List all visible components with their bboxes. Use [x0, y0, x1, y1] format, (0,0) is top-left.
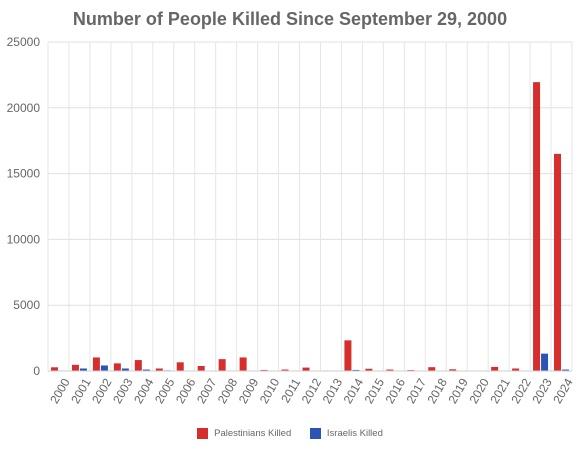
y-tick-label-4: 20000 [7, 101, 41, 115]
x-tick-label-2014: 2014 [341, 376, 367, 406]
x-tick-label-2018: 2018 [425, 376, 451, 406]
x-tick-label-2017: 2017 [404, 376, 430, 406]
x-tick-label-2020: 2020 [466, 376, 492, 406]
y-tick-label-0: 0 [33, 364, 40, 378]
x-tick-label-2009: 2009 [236, 376, 262, 406]
y-tick-label-1: 5000 [13, 298, 40, 312]
bar-palestinians-2009 [239, 357, 247, 371]
chart-title: Number of People Killed Since September … [72, 9, 508, 29]
bar-israelis-2024 [562, 369, 570, 371]
bar-palestinians-2021 [491, 366, 499, 371]
bar-palestinians-2012 [302, 367, 310, 371]
bar-palestinians-2018 [428, 367, 436, 371]
x-tick-label-2021: 2021 [487, 376, 513, 406]
bar-palestinians-2001 [71, 364, 79, 371]
x-tick-label-2006: 2006 [173, 376, 199, 406]
bar-palestinians-2003 [113, 363, 121, 371]
x-tick-label-2005: 2005 [152, 376, 178, 406]
bar-israelis-2023 [541, 353, 549, 371]
x-tick-label-2012: 2012 [299, 376, 325, 406]
bar-palestinians-2016 [386, 369, 394, 371]
legend-item-israelis[interactable]: Israelis Killed [309, 428, 383, 439]
legend-swatch-palestinians [197, 428, 209, 439]
bar-palestinians-2004 [134, 360, 142, 371]
y-tick-label-5: 25000 [7, 35, 41, 49]
bar-israelis-2003 [121, 368, 129, 371]
x-tick-label-2013: 2013 [320, 376, 346, 406]
legend-item-palestinians[interactable]: Palestinians Killed [197, 428, 291, 439]
bar-palestinians-2015 [365, 368, 373, 371]
x-tick-label-2019: 2019 [445, 376, 471, 406]
bar-palestinians-2011 [281, 369, 289, 371]
bar-israelis-2004 [142, 369, 150, 371]
bar-palestinians-2005 [155, 368, 163, 371]
y-tick-label-3: 15000 [7, 167, 41, 181]
x-tick-label-2003: 2003 [110, 376, 136, 406]
x-tick-label-2007: 2007 [194, 376, 220, 406]
x-tick-label-2024: 2024 [550, 376, 576, 406]
bar-israelis-2001 [79, 368, 87, 371]
x-tick-label-2004: 2004 [131, 376, 157, 406]
x-tick-label-2023: 2023 [529, 376, 555, 406]
x-tick-label-2008: 2008 [215, 376, 241, 406]
x-tick-label-2002: 2002 [89, 376, 115, 406]
x-tick-label-2010: 2010 [257, 376, 283, 406]
bar-israelis-2002 [100, 365, 108, 371]
bar-palestinians-2024 [554, 153, 562, 371]
bar-palestinians-2014 [344, 340, 352, 371]
x-tick-label-2015: 2015 [362, 376, 388, 406]
bar-israelis-2014 [352, 369, 360, 371]
x-tick-label-2016: 2016 [383, 376, 409, 406]
y-tick-label-2: 10000 [7, 232, 41, 246]
x-tick-label-2001: 2001 [68, 376, 94, 406]
bar-palestinians-2022 [512, 368, 520, 371]
bar-palestinians-2023 [533, 82, 541, 371]
x-tick-label-2011: 2011 [278, 376, 303, 406]
chart-legend[interactable]: Palestinians Killed Israelis Killed [0, 428, 580, 442]
x-tick-label-2000: 2000 [47, 376, 73, 406]
bar-palestinians-2006 [176, 362, 184, 371]
bar-palestinians-2008 [218, 359, 226, 371]
legend-swatch-israelis [309, 428, 321, 439]
bar-palestinians-2002 [92, 357, 100, 371]
bar-palestinians-2000 [50, 367, 58, 371]
bar-palestinians-2010 [260, 369, 268, 371]
legend-label-israelis: Israelis Killed [326, 428, 383, 439]
bar-palestinians-2007 [197, 365, 205, 371]
bar-palestinians-2019 [449, 369, 457, 371]
x-tick-label-2022: 2022 [508, 376, 534, 406]
legend-label-palestinians: Palestinians Killed [214, 428, 292, 439]
